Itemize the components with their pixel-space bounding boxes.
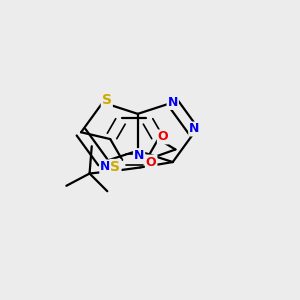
Text: N: N bbox=[100, 160, 111, 173]
Text: S: S bbox=[110, 160, 121, 174]
Text: N: N bbox=[134, 149, 144, 162]
Text: O: O bbox=[158, 130, 169, 143]
Text: N: N bbox=[168, 96, 178, 109]
Text: O: O bbox=[146, 156, 157, 169]
Text: N: N bbox=[189, 122, 200, 136]
Text: S: S bbox=[102, 93, 112, 107]
